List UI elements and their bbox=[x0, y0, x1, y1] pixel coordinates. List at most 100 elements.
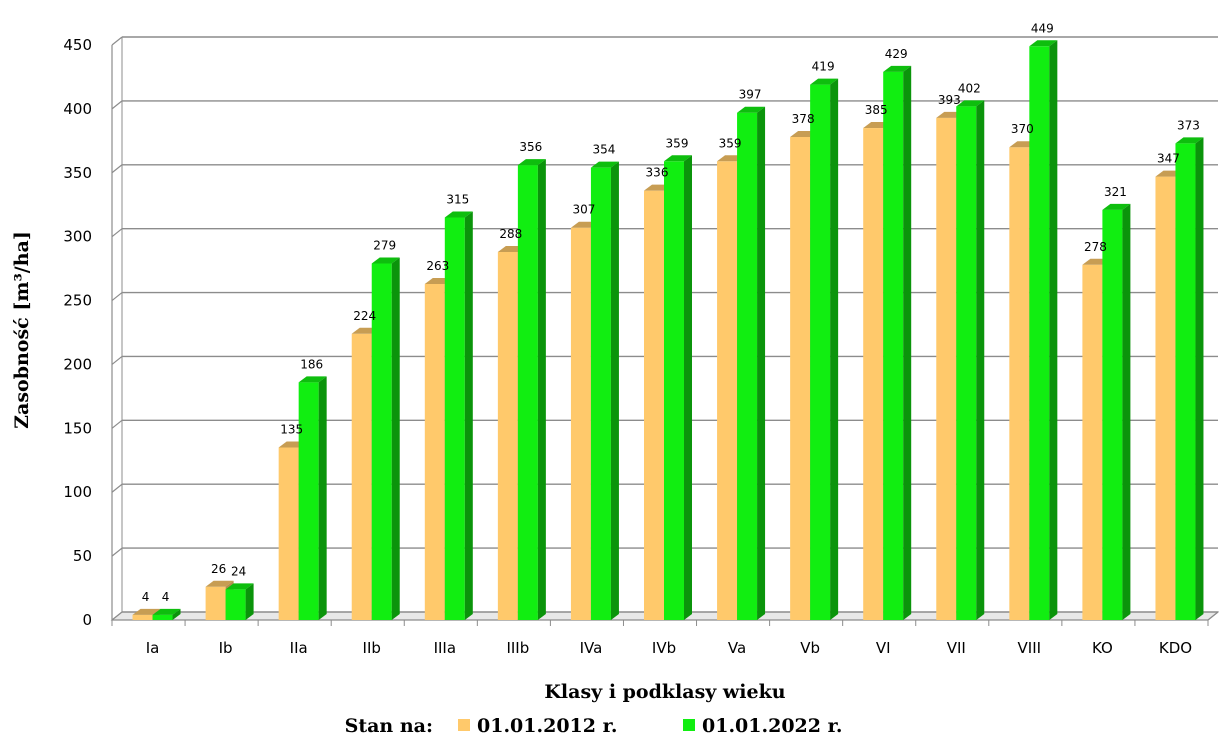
bar-front bbox=[1029, 46, 1050, 621]
bar-top bbox=[883, 65, 912, 72]
bar-front bbox=[278, 447, 299, 620]
bar-top bbox=[517, 159, 546, 166]
bar-2022-IIb bbox=[371, 257, 400, 620]
bar-top bbox=[371, 257, 400, 264]
y-tick-label: 150 bbox=[63, 419, 92, 437]
x-tick-label: VIII bbox=[1018, 639, 1042, 657]
x-tick-label: Ia bbox=[146, 639, 160, 657]
bar-side bbox=[1195, 137, 1204, 620]
x-tick-label: KO bbox=[1092, 639, 1113, 657]
bar-front bbox=[883, 71, 904, 621]
data-label: 397 bbox=[739, 88, 762, 102]
x-tick-label: VII bbox=[947, 639, 966, 657]
gridline-diagonal bbox=[111, 419, 123, 429]
legend-swatch-2022 bbox=[683, 719, 695, 731]
data-label: 449 bbox=[1031, 21, 1054, 35]
bar-side bbox=[245, 583, 254, 620]
x-tick-label: KDO bbox=[1159, 639, 1192, 657]
gridline-diagonal bbox=[111, 100, 123, 110]
y-axis-title: Zasobność [m³/ha] bbox=[11, 231, 33, 429]
bar-front bbox=[205, 586, 226, 620]
bar-top bbox=[205, 580, 234, 587]
data-label: 385 bbox=[865, 103, 888, 117]
bar-side bbox=[1122, 203, 1131, 621]
bar-front bbox=[810, 84, 831, 621]
bar-front bbox=[424, 283, 445, 620]
data-label: 186 bbox=[300, 357, 323, 371]
bar-top bbox=[1175, 137, 1204, 144]
data-label: 4 bbox=[142, 590, 150, 604]
bar-front bbox=[1175, 143, 1196, 620]
bar-side bbox=[464, 211, 473, 620]
data-label: 307 bbox=[572, 203, 595, 217]
x-tick-label: IVb bbox=[652, 639, 676, 657]
data-label: 288 bbox=[499, 227, 522, 241]
bar-2022-IVb bbox=[664, 155, 692, 620]
bar-2022-Vb bbox=[810, 78, 839, 621]
bar-top bbox=[590, 161, 619, 168]
bar-front bbox=[298, 382, 319, 620]
data-label: 354 bbox=[592, 143, 615, 157]
bar-front bbox=[1009, 147, 1030, 620]
bar-top bbox=[298, 376, 327, 383]
x-tick-label: Va bbox=[728, 639, 746, 657]
data-label: 378 bbox=[792, 112, 815, 126]
gridline-diagonal bbox=[111, 483, 123, 493]
data-label: 26 bbox=[211, 562, 226, 576]
x-tick-label: Vb bbox=[800, 639, 820, 657]
bar-front bbox=[956, 106, 977, 621]
bar-top bbox=[132, 608, 161, 615]
x-tick-label: Ib bbox=[219, 639, 233, 657]
x-tick-label: IIIa bbox=[434, 639, 456, 657]
bar-2022-Ib bbox=[225, 583, 254, 620]
bar-front bbox=[444, 217, 465, 620]
data-label: 429 bbox=[885, 47, 908, 61]
data-label: 135 bbox=[280, 423, 303, 437]
bar-2022-Ia bbox=[152, 608, 181, 620]
data-label: 4 bbox=[162, 590, 170, 604]
gridline-diagonal bbox=[111, 164, 123, 174]
data-label: 359 bbox=[666, 136, 689, 150]
data-label: 278 bbox=[1084, 240, 1107, 254]
bar-2022-VI bbox=[883, 65, 912, 621]
data-label: 373 bbox=[1177, 118, 1200, 132]
bar-front bbox=[790, 137, 811, 620]
bar-2022-KDO bbox=[1175, 137, 1204, 620]
data-label: 279 bbox=[373, 239, 396, 253]
data-label: 370 bbox=[1011, 122, 1034, 136]
bar-side bbox=[976, 100, 985, 621]
bar-front bbox=[517, 165, 538, 620]
legend-swatch-2012 bbox=[458, 719, 470, 731]
bar-2022-IIIa bbox=[444, 211, 473, 620]
data-labels: 4 4 26 24 135 186 224 279 263 315 288 356 307 354 336 3… bbox=[142, 21, 1200, 604]
y-tick-label: 400 bbox=[63, 100, 92, 118]
bar-top bbox=[152, 608, 181, 615]
data-label: 24 bbox=[231, 564, 246, 578]
data-label: 419 bbox=[812, 60, 835, 74]
bar-2022-IIIb bbox=[517, 159, 546, 620]
bar-top bbox=[737, 106, 766, 113]
data-label: 393 bbox=[938, 93, 961, 107]
data-label: 347 bbox=[1157, 152, 1180, 166]
y-tick-label: 300 bbox=[63, 228, 92, 246]
gridline-diagonal bbox=[111, 36, 123, 46]
legend-title: Stan na: bbox=[345, 715, 433, 737]
bar-front bbox=[863, 128, 884, 621]
bar-front bbox=[132, 614, 153, 620]
bar-front bbox=[1082, 264, 1103, 620]
data-label: 359 bbox=[719, 136, 742, 150]
bar-side bbox=[391, 257, 400, 620]
x-axis-ticks: Ia Ib IIa IIb IIIa IIIb IVa IVb Va Vb VI VII VIII KO K… bbox=[111, 620, 1209, 657]
x-tick-label: IIa bbox=[290, 639, 308, 657]
legend-label-2022: 01.01.2022 r. bbox=[702, 715, 843, 737]
data-label: 315 bbox=[446, 193, 469, 207]
data-label: 336 bbox=[646, 166, 669, 180]
bar-front bbox=[152, 614, 173, 620]
bar-top bbox=[664, 155, 692, 162]
bar-front bbox=[1102, 209, 1123, 621]
bar-top bbox=[956, 100, 985, 107]
bar-front bbox=[590, 167, 611, 620]
y-tick-label: 50 bbox=[73, 547, 92, 565]
data-label: 402 bbox=[958, 81, 981, 95]
bar-side bbox=[830, 78, 839, 621]
